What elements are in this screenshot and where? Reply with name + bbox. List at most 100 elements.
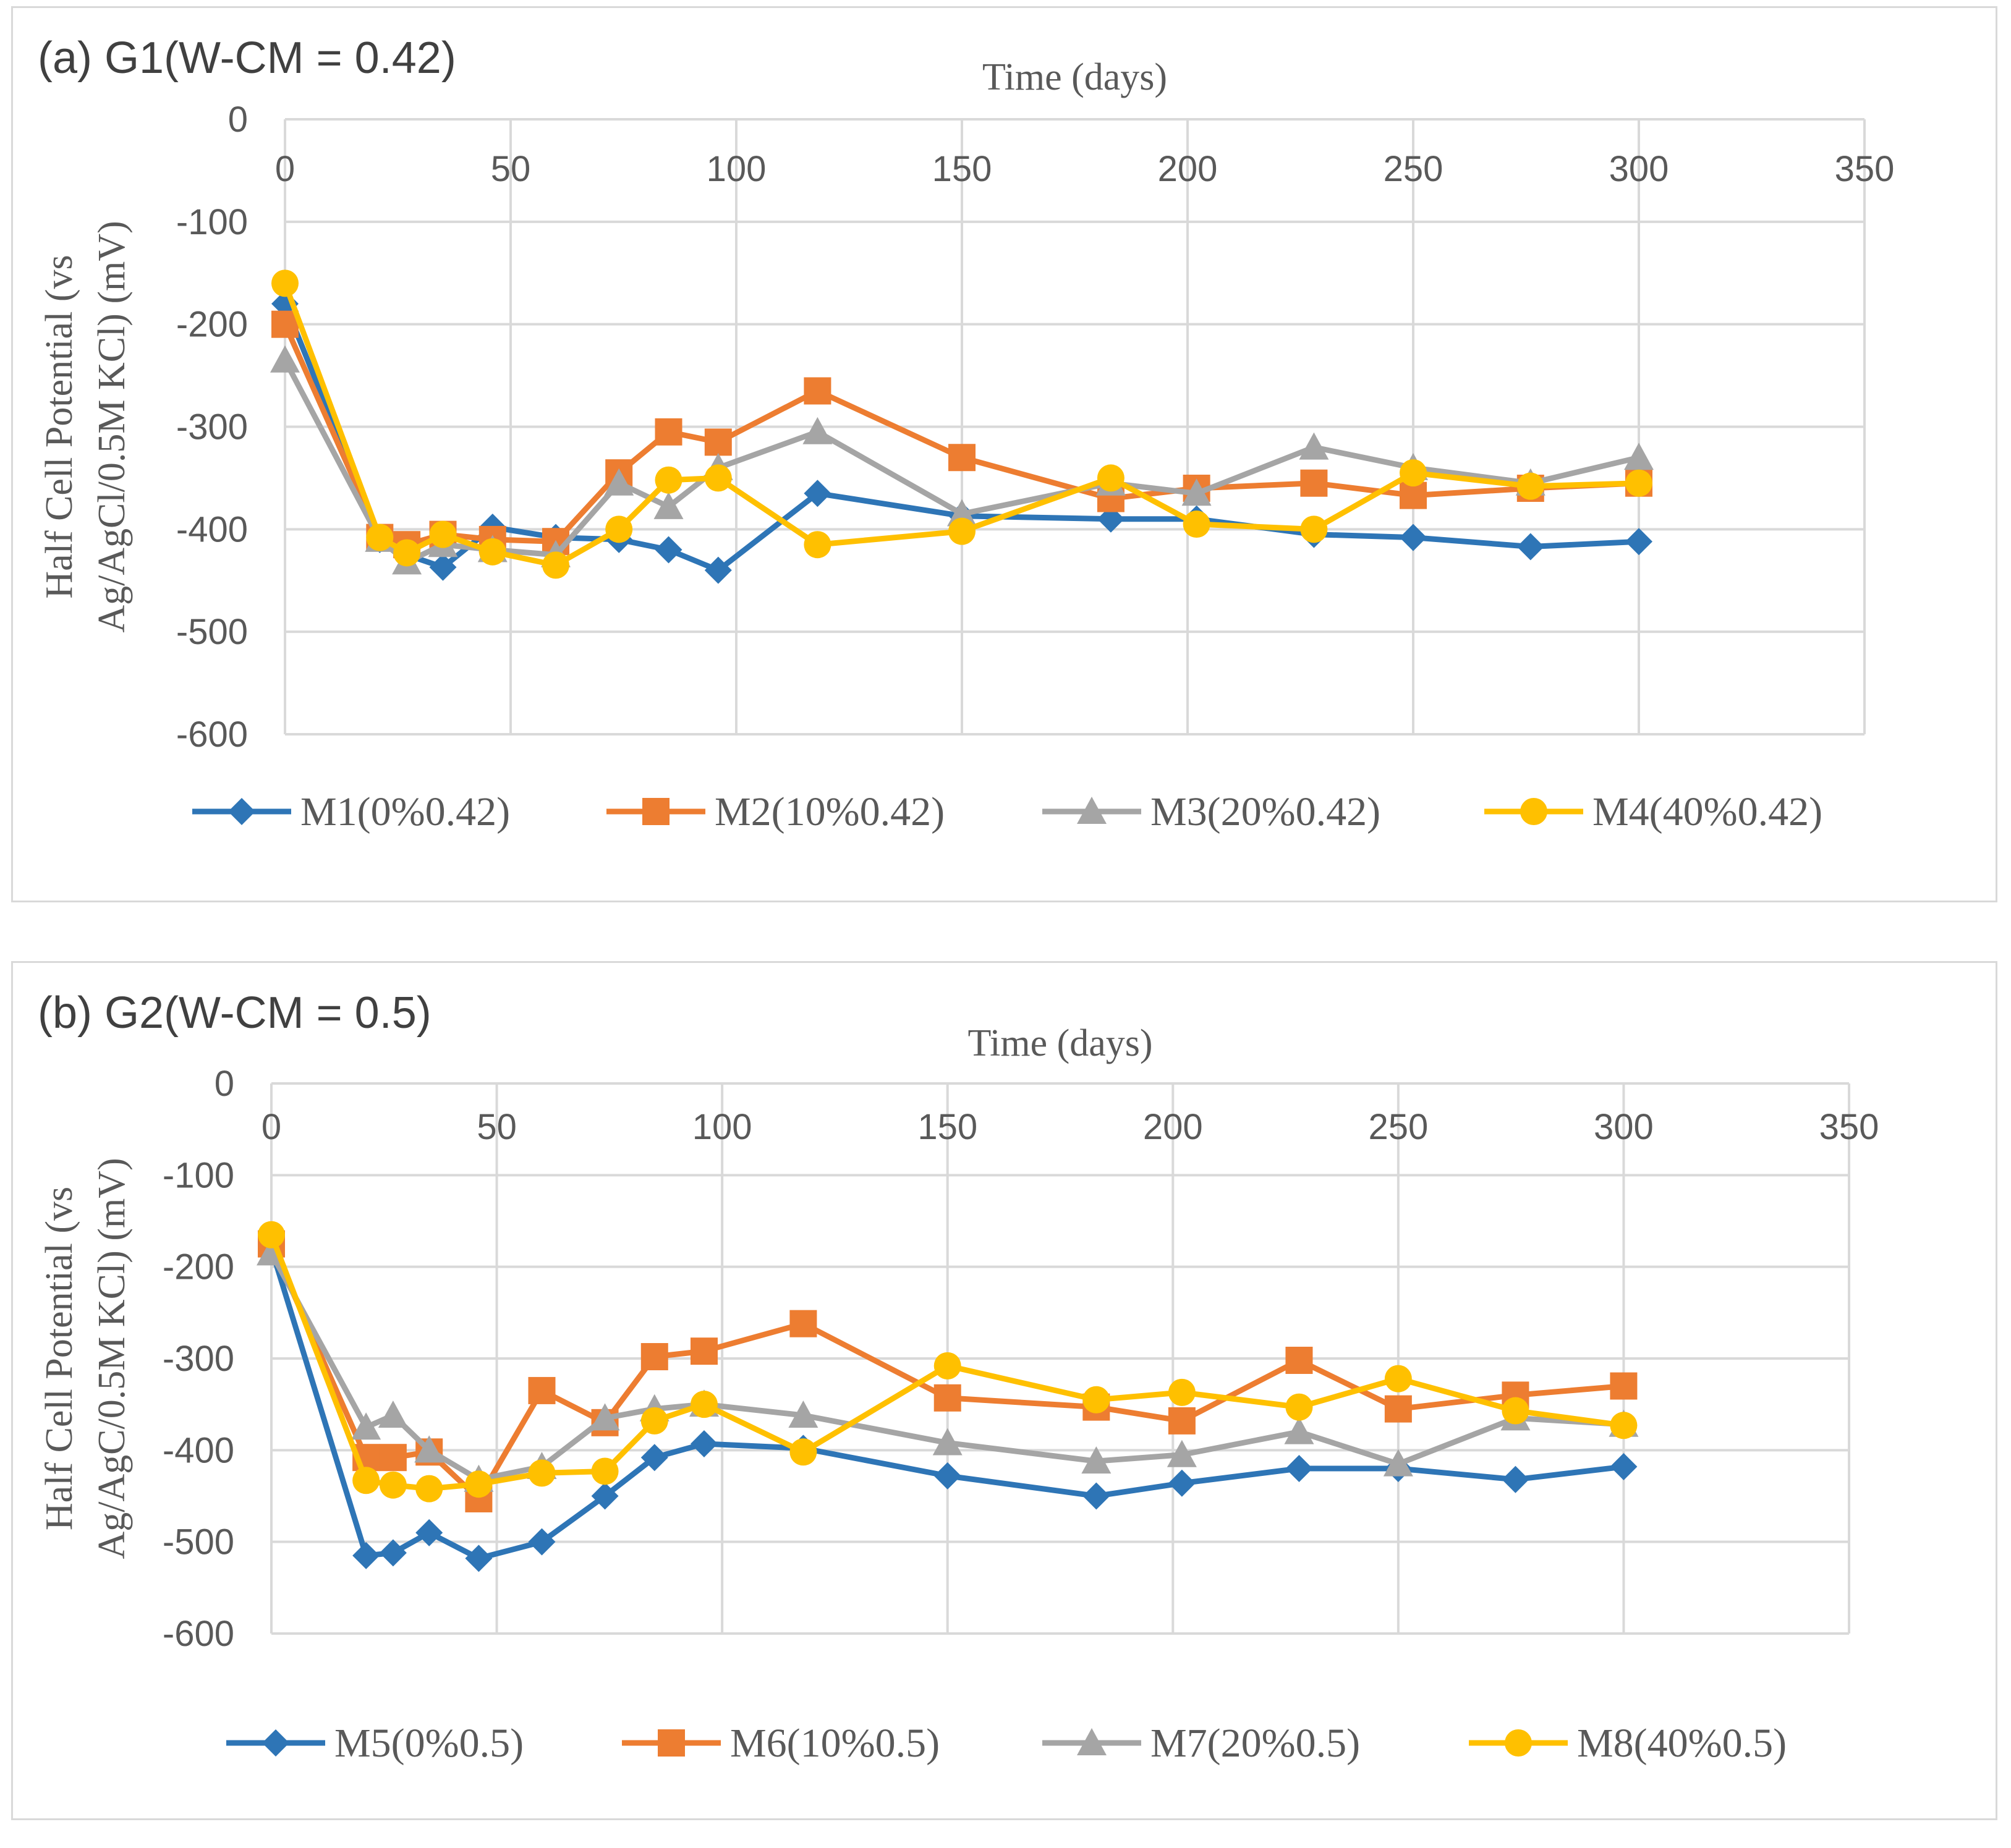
data-point [1624,443,1654,470]
gridlines [284,118,1866,735]
legend-label: M2(10%0.42) [715,789,945,834]
data-point [591,1482,619,1510]
data-point [704,464,732,492]
chart-title: (a) G1(W-CM = 0.42) [38,33,456,83]
legend-item: M8(40%0.5) [1469,1721,1787,1766]
x-tick-label: 350 [1835,149,1895,189]
data-point [393,539,421,567]
data-point [605,515,633,543]
y-axis-title: Ag/AgC/0.5M KCl) (mV) [91,1158,133,1559]
data-point [1284,1417,1314,1444]
data-point [528,1528,556,1556]
legend-item: M2(10%0.42) [606,789,945,834]
data-point [414,1435,444,1463]
data-point [932,1428,963,1456]
data-point [379,1444,407,1472]
data-point [1610,1453,1638,1481]
x-tick-label: 0 [261,1107,281,1147]
y-tick-label: -500 [176,612,248,652]
x-tick-label: 150 [917,1107,977,1147]
legend-marker [262,1729,289,1757]
data-point [379,1471,407,1499]
x-tick-label: 300 [1609,149,1669,189]
data-point [1610,1372,1638,1400]
series-group [258,1221,1638,1503]
legend-marker [1077,797,1107,824]
chart-svg-b: 0 -100 -200 -300 -400 -500 -600 0 50 100 150 200 250… [38,1022,1879,1766]
data-point [1516,472,1544,500]
data-point [415,1475,443,1503]
data-point [1300,515,1328,543]
data-point [378,1400,408,1428]
data-point [1097,464,1125,492]
data-point [1516,533,1544,561]
legend-label: M5(0%0.5) [334,1721,524,1766]
data-point [1285,1455,1313,1482]
legend-marker [642,798,670,825]
data-point [655,418,682,446]
y-tick-label: -400 [163,1430,234,1470]
legend-label: M8(40%0.5) [1577,1721,1787,1766]
y-tick-label: -600 [163,1614,234,1654]
legend-marker [658,1729,685,1757]
x-tick-label: 50 [491,149,531,189]
data-point [1625,469,1652,497]
legend-item: M4(40%0.42) [1484,789,1822,834]
data-point [270,345,300,373]
data-point [655,466,682,494]
data-point [948,517,976,545]
legend-item: M1(0%0.42) [192,789,510,834]
data-point [788,1400,818,1428]
data-point [804,480,831,507]
data-point [528,1376,556,1404]
data-point [1082,1386,1110,1414]
legend-marker [1505,1729,1532,1757]
legend-marker [1077,1728,1107,1755]
chart-title: (b) G2(W-CM = 0.5) [38,988,432,1038]
data-point [704,428,732,456]
x-axis-title: Time (days) [967,1022,1152,1064]
data-point [690,1430,718,1457]
data-point [804,531,831,559]
series-group [258,1230,1638,1512]
data-point [1168,1378,1196,1406]
data-point [948,444,976,472]
data-point [351,1412,381,1440]
data-point [690,1337,718,1365]
data-point [352,1467,380,1494]
data-point [1285,1346,1313,1374]
data-point [258,1221,285,1248]
data-point [1400,523,1427,551]
data-point [933,1462,961,1490]
chart-panel-b: (b) G2(W-CM = 0.5) 0 -100 -200 -300 -400 -500… [11,961,1997,1820]
data-point [690,1391,718,1418]
data-point [429,553,457,581]
data-point [1167,1439,1197,1467]
data-point [478,538,506,566]
data-point [933,1352,961,1380]
x-tick-label: 250 [1384,149,1443,189]
x-tick-label: 200 [1158,149,1218,189]
y-axis-title: Half Cell Potential (vs [38,255,80,598]
data-point [1610,1412,1638,1439]
y-tick-label: 0 [228,100,248,140]
legend-item: M6(10%0.5) [622,1721,940,1766]
legend-item: M7(20%0.5) [1042,1721,1360,1766]
y-tick-label: -600 [176,714,248,755]
data-point [804,377,831,405]
data-point [379,1539,407,1567]
data-point [802,417,833,444]
x-tick-label: 350 [1819,1107,1879,1147]
y-axis-title: Ag/AgCl/0.5M KCl) (mV) [91,221,133,633]
data-point [1082,1482,1110,1510]
data-point [415,1519,443,1546]
legend-label: M6(10%0.5) [730,1721,940,1766]
x-tick-label: 0 [275,149,295,189]
x-tick-label: 200 [1143,1107,1203,1147]
legend-label: M7(20%0.5) [1150,1721,1360,1766]
data-point [655,536,682,564]
data-point [590,1403,620,1431]
series-group [271,269,1652,579]
chart-panel-a: (a) G1(W-CM = 0.42) 0 -100 -200 -300 -400 -50… [11,6,1997,902]
data-point [352,1541,380,1569]
